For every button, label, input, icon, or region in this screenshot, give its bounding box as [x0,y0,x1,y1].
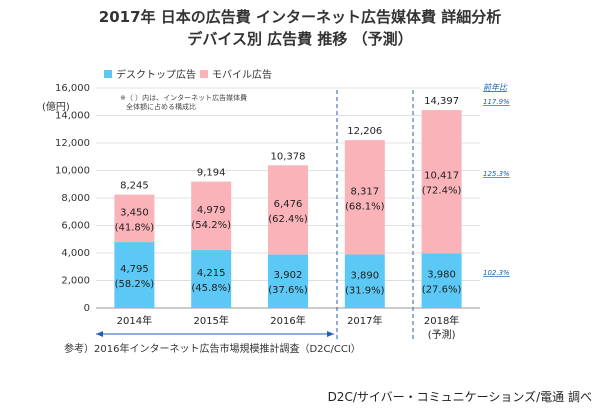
bar-total-label: 8,245 [120,181,149,192]
reference-note: 参考）2016年インターネット広告市場規模推計調査（D2C/CCI） [64,344,361,355]
legend-swatch-desktop [104,70,112,78]
note-line2: 全体額に占める構成比 [126,102,196,111]
y-tick-label: 4,000 [61,248,90,259]
bar-mobile [344,140,385,255]
y-tick-label: 10,000 [55,166,90,177]
bar-value-label: 8,317 [350,186,379,197]
bar-total-label: 12,206 [347,126,382,137]
bar-share-label: (31.9%) [345,285,385,296]
bar-value-label: 3,450 [120,207,149,218]
y-axis-unit: (億円) [42,100,70,113]
yoy-desktop: 102.3% [483,269,510,277]
bar-desktop [421,253,462,308]
y-tick-label: 0 [84,303,90,314]
y-tick-label: 6,000 [61,221,90,232]
bar-mobile [268,165,308,255]
x-tick-label: 2016年 [270,314,305,327]
bar-share-label: (54.2%) [191,220,231,231]
grid-layer [96,87,480,309]
bar-share-label: (68.1%) [345,201,385,212]
bar-value-label: 6,476 [274,199,303,210]
bar-mobile [191,181,232,251]
bar-value-label: 10,417 [424,171,459,182]
bar-value-label: 4,979 [197,205,226,216]
source-credit: D2C/サイバー・コミュニケーションズ/電通 調べ [327,390,592,404]
bar-desktop [191,250,232,308]
bar-share-label: (37.6%) [268,285,308,296]
x-tick-label: 2014年 [117,314,152,327]
y-tick-label: 2,000 [61,276,90,287]
bar-value-label: 3,980 [427,270,456,281]
bar-value-label: 4,215 [197,268,226,279]
y-tick-label: 8,000 [61,193,90,204]
x-tick-label: 2017年 [347,314,382,327]
bar-layer [114,110,462,308]
legend: デスクトップ広告 モバイル広告 [104,68,272,81]
bar-mobile [421,110,462,254]
bar-mobile [114,194,155,243]
bar-total-label: 9,194 [197,168,226,179]
reference-arrow-right [327,331,334,337]
bar-total-label: 14,397 [424,96,459,107]
y-tick-label: 12,000 [55,138,90,149]
yoy-header: 前年比 [483,83,508,92]
legend-label-mobile: モバイル広告 [212,68,272,81]
label-layer: 0 2,000 4,000 6,000 8,000 10,000 12,000 14,000 1… [55,83,461,341]
bar-share-label: (41.8%) [115,222,155,233]
bar-share-label: (27.6%) [422,285,462,296]
bar-desktop [114,242,155,308]
bar-share-label: (58.2%) [115,279,155,290]
chart-title-line1: 2017年 日本の広告費 インターネット広告媒体費 詳細分析 [98,8,502,26]
bar-share-label: (45.8%) [191,283,231,294]
y-tick-label: 16,000 [55,83,90,94]
bar-value-label: 3,902 [274,270,303,281]
legend-label-desktop: デスクトップ広告 [116,68,196,81]
y-tick-label: 14,000 [55,111,90,122]
note-line1: ※（ ）内は、インターネット広告媒体費 [120,93,247,102]
bar-share-label: (62.4%) [268,214,308,225]
bar-value-label: 3,890 [350,270,379,281]
bar-desktop [344,254,385,308]
bar-value-label: 4,795 [120,264,149,275]
legend-swatch-mobile [200,70,208,78]
bar-total-label: 10,378 [271,151,306,162]
x-tick-label: 2018年 [424,314,459,327]
bar-share-label: (72.4%) [422,186,462,197]
x-tick-sublabel: (予測) [428,328,456,341]
bar-desktop [268,254,308,308]
chart-title-line2: デバイス別 広告費 推移 （予測） [187,30,413,48]
yoy-mobile: 125.3% [483,170,510,178]
reference-arrow-left [96,331,103,337]
yoy-total: 117.9% [483,98,510,106]
x-tick-label: 2015年 [193,314,228,327]
